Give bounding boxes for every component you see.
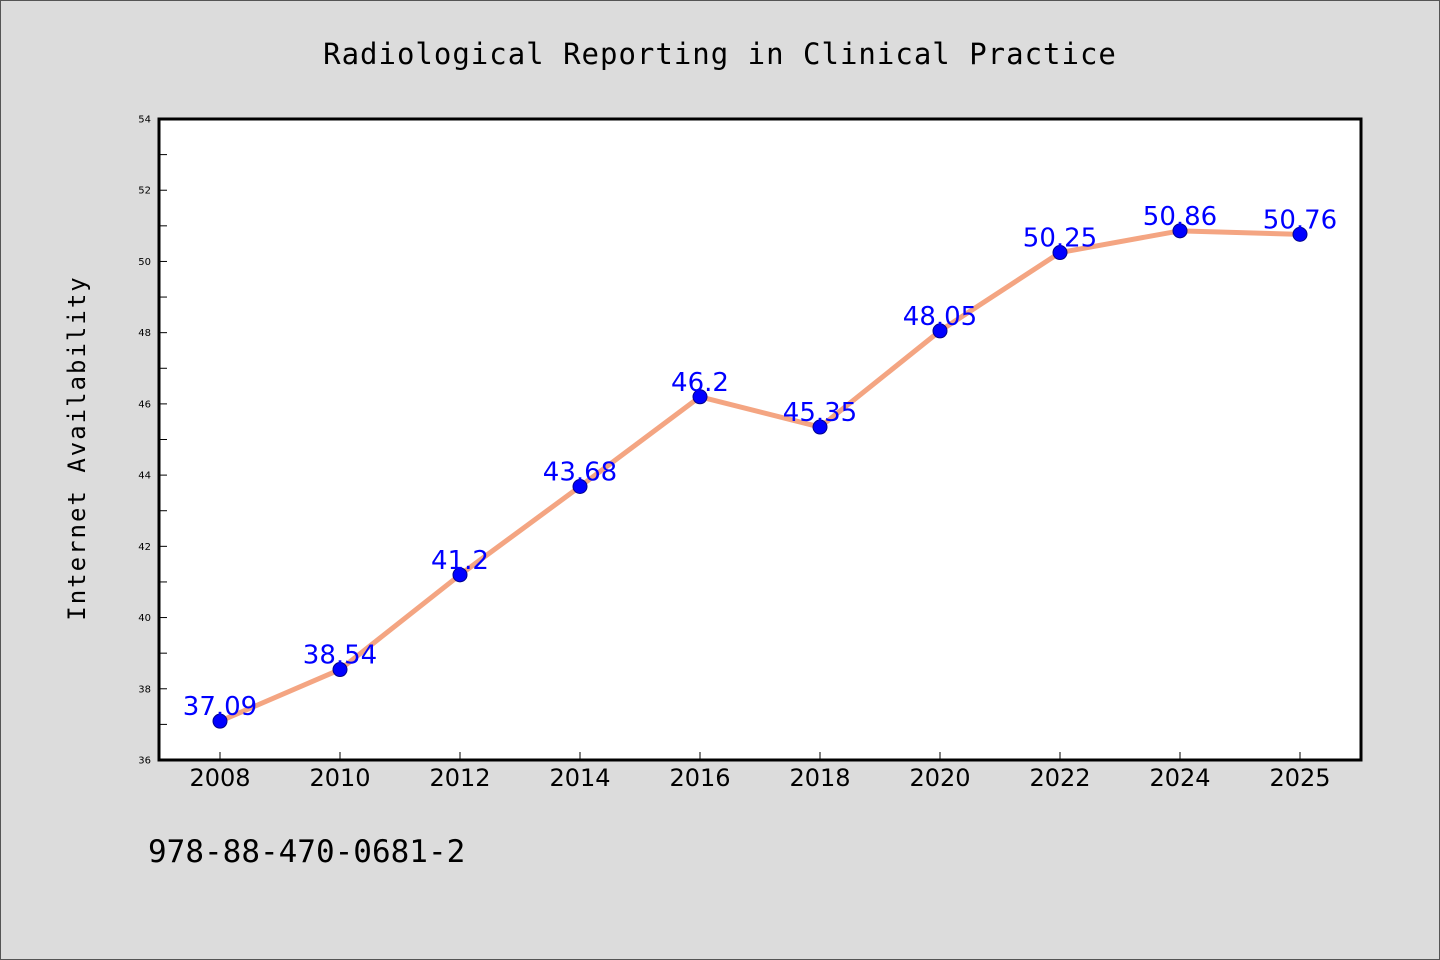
x-tick-label: 2012 [429,764,490,792]
data-point [572,479,588,495]
data-point [1292,226,1308,242]
data-point [692,389,708,405]
data-label: 38.54 [303,641,377,671]
data-label: 46.2 [671,368,729,398]
chart-title: Radiological Reporting in Clinical Pract… [323,37,1117,71]
y-tick-label: 48 [138,328,151,339]
data-point [452,567,468,583]
x-tick-label: 2008 [189,764,250,792]
data-label: 50.86 [1143,202,1217,232]
data-points [212,223,1308,729]
data-label: 41.2 [431,546,489,576]
series-line-group [217,228,1303,724]
x-tick-label: 2020 [909,764,970,792]
x-tick-label: 2014 [549,764,610,792]
y-tick-label: 38 [138,684,151,695]
data-label: 48.05 [903,302,977,332]
data-label: 50.76 [1263,205,1337,235]
data-label: 43.68 [543,458,617,488]
x-tick-label: 2022 [1029,764,1090,792]
x-tick-label: 2025 [1269,764,1330,792]
y-tick-label: 44 [138,471,151,482]
y-tick-label: 46 [138,399,151,410]
series-line [217,228,1303,724]
data-label: 45.35 [783,398,857,428]
x-tick-label: 2010 [309,764,370,792]
data-label: 37.09 [183,692,257,722]
data-point [812,419,828,435]
isbn-text: 978-88-470-0681-2 [148,834,466,870]
data-point [212,713,228,729]
data-point [1172,223,1188,239]
y-tick-label: 42 [138,542,151,553]
data-labels: 37.09 38.54 41.2 43.68 46.2 45.35 48.05 50.25 50… [183,202,1337,722]
y-axis: 36 38 40 42 44 46 48 50 52 54 [138,115,167,767]
y-tick-label: 54 [138,115,151,126]
y-tick-label: 50 [138,257,151,268]
y-tick-label: 40 [138,613,151,624]
y-axis-label: Internet Availability [63,275,91,620]
data-label: 50.25 [1023,224,1097,254]
x-tick-label: 2018 [789,764,850,792]
x-tick-label: 2024 [1149,764,1210,792]
y-tick-label: 52 [138,186,151,197]
x-axis: 2008 2010 2012 2014 2016 2018 2020 2022 2024 2025 [189,752,1331,792]
data-point [332,662,348,678]
data-point [1052,245,1068,261]
x-tick-label: 2016 [669,764,730,792]
y-tick-label: 36 [138,756,151,767]
data-point [932,323,948,339]
